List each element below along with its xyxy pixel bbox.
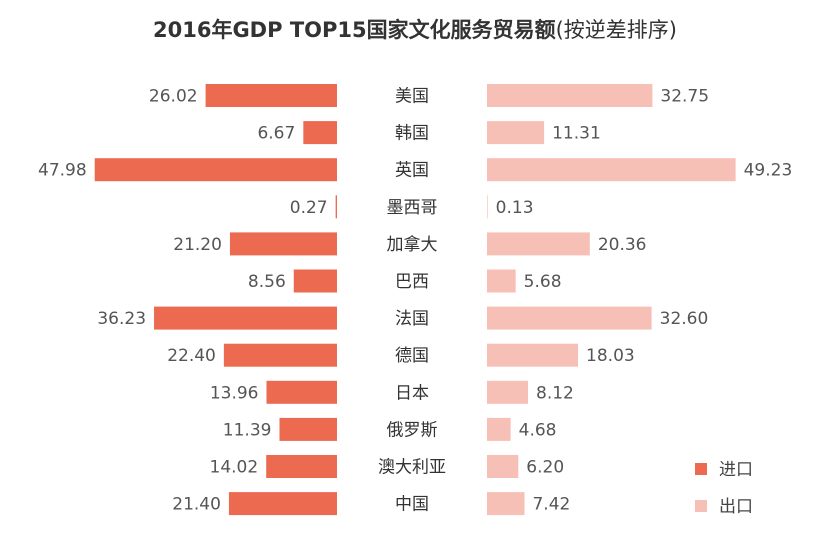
export-value-label: 4.68: [519, 420, 557, 440]
import-bar: [223, 343, 337, 367]
export-value-label: 5.68: [524, 272, 562, 292]
import-bar: [94, 158, 338, 182]
chart-title-main: 2016年GDP TOP15国家文化服务贸易额: [153, 18, 556, 42]
import-value-label: 36.23: [97, 309, 146, 329]
import-value-label: 8.56: [248, 272, 286, 292]
export-value-label: 18.03: [586, 346, 635, 366]
category-label: 韩国: [395, 124, 429, 144]
import-value-label: 47.98: [38, 161, 87, 181]
import-value-label: 11.39: [223, 420, 272, 440]
export-bar: [487, 492, 525, 516]
export-bar: [487, 158, 736, 182]
category-label: 中国: [395, 495, 429, 515]
export-bar: [487, 343, 579, 367]
import-bar: [229, 232, 337, 256]
category-label: 俄罗斯: [387, 420, 438, 440]
category-label: 日本: [395, 383, 429, 403]
category-label: 法国: [395, 309, 429, 329]
export-value-label: 20.36: [598, 235, 647, 255]
export-bar: [487, 84, 653, 107]
category-label: 墨西哥: [387, 198, 438, 218]
export-value-label: 7.42: [532, 495, 570, 515]
import-bar: [205, 84, 337, 107]
category-label: 加拿大: [387, 234, 438, 255]
export-value-label: 0.13: [496, 198, 534, 218]
import-bar: [335, 195, 337, 219]
chart-subtitle: (按逆差排序): [555, 18, 677, 42]
export-value-label: 32.60: [660, 309, 709, 329]
import-value-label: 14.02: [210, 458, 259, 478]
import-value-label: 22.40: [167, 346, 216, 366]
category-label: 澳大利亚: [378, 458, 446, 478]
legend-swatch-import: [695, 463, 707, 475]
import-value-label: 21.40: [172, 495, 221, 515]
category-label: 德国: [395, 346, 429, 366]
import-bar: [279, 417, 337, 441]
import-value-label: 6.67: [257, 124, 295, 144]
chart-title: 2016年GDP TOP15国家文化服务贸易额(按逆差排序): [0, 14, 830, 44]
legend-swatch-export: [695, 500, 707, 512]
legend-label-import: 进口: [719, 460, 753, 480]
export-value-label: 49.23: [744, 161, 793, 181]
category-label: 英国: [395, 161, 429, 181]
export-bar: [487, 455, 519, 478]
import-bar: [154, 306, 337, 330]
import-value-label: 26.02: [149, 87, 198, 107]
export-bar: [487, 195, 488, 219]
import-bar: [228, 492, 337, 516]
export-bar: [487, 269, 516, 293]
import-value-label: 0.27: [290, 198, 328, 218]
category-label: 美国: [395, 87, 429, 107]
legend-label-export: 出口: [719, 497, 753, 517]
export-value-label: 32.75: [660, 87, 709, 107]
import-bar: [266, 380, 337, 404]
import-value-label: 21.20: [173, 235, 222, 255]
category-label: 巴西: [395, 272, 429, 292]
import-value-label: 13.96: [210, 383, 259, 403]
export-value-label: 8.12: [536, 383, 574, 403]
import-bar: [266, 455, 337, 478]
export-bar: [487, 232, 590, 256]
export-value-label: 6.20: [526, 458, 564, 478]
export-bar: [487, 306, 652, 330]
export-bar: [487, 417, 511, 441]
export-bar: [487, 380, 529, 404]
export-bar: [487, 121, 545, 145]
export-value-label: 11.31: [552, 124, 601, 144]
import-bar: [303, 121, 337, 145]
import-bar: [293, 269, 337, 293]
